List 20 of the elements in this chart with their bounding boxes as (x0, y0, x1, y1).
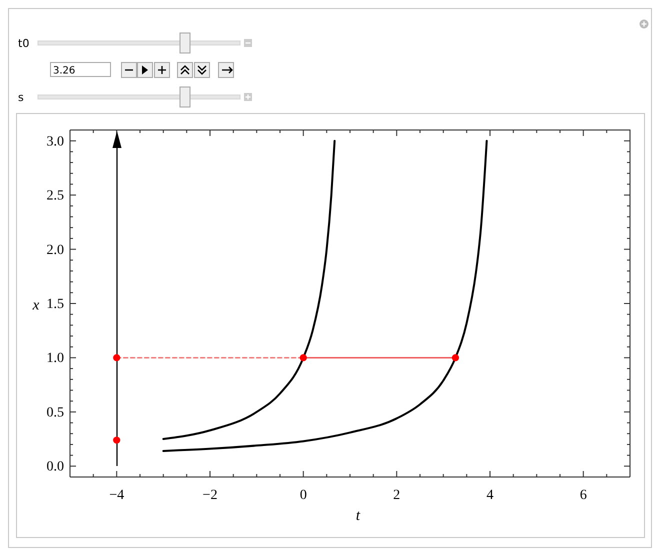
line-series (162, 140, 336, 440)
text: t0 (18, 37, 30, 50)
x-tick-label: −4 (109, 488, 124, 503)
y-tick-label: 2.5 (46, 188, 64, 204)
y-axis-title: x (32, 298, 40, 314)
y-tick-label: 1.5 (46, 296, 64, 312)
x-tick-label: 6 (580, 488, 587, 503)
x-tick-label: 4 (486, 488, 494, 503)
text: 3.26 (53, 66, 76, 76)
text: s (18, 91, 24, 104)
y-tick-label: 2.0 (46, 242, 64, 258)
x-tick-label: 2 (393, 488, 400, 503)
x-axis-title: t (356, 508, 361, 524)
x-tick-label: 0 (300, 488, 307, 503)
x-tick-label: −2 (202, 488, 218, 503)
y-tick-label: 0.0 (46, 460, 64, 475)
y-tick-label: 3.0 (46, 134, 64, 150)
y-tick-label: 0.5 (46, 405, 64, 420)
line-series (162, 140, 488, 452)
y-tick-label: 1.0 (46, 351, 64, 366)
